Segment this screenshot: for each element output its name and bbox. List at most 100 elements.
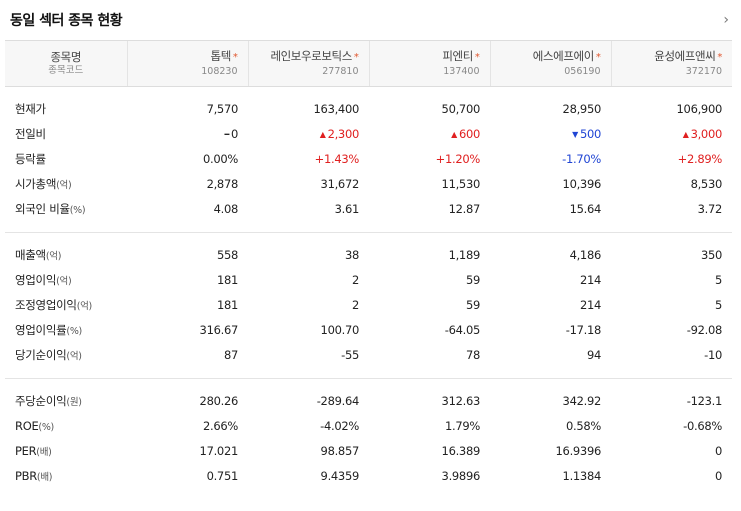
cell-value: 4,186 (569, 248, 602, 262)
table-cell: ━ 0 (127, 122, 248, 147)
table-cell: 3.9896 (369, 464, 490, 489)
cell-value: 16.9396 (555, 444, 602, 458)
section-title: 동일 섹터 종목 현황 (10, 13, 123, 29)
table-row: 매출액(억) 558 38 1,189 4,186 350 (5, 243, 732, 268)
cell-value: 163,400 (313, 102, 360, 116)
star-mark: * (232, 52, 238, 63)
table-row: 당기순이익(억) 87 -55 78 94 -10 (5, 343, 732, 368)
cell-value: 1.1384 (562, 469, 602, 483)
table-cell: 31,672 (248, 172, 369, 197)
table-cell: 38 (248, 243, 369, 268)
cell-value: 31,672 (320, 177, 360, 191)
table-cell: 0 (611, 439, 732, 464)
table-cell: 4.08 (127, 197, 248, 222)
stock-name-link[interactable]: 레인보우로보틱스 (270, 49, 352, 63)
table-cell: -10 (611, 343, 732, 368)
table-cell: 342.92 (490, 389, 611, 414)
cell-value: 2,300 (327, 127, 360, 141)
row-unit: (%) (69, 205, 86, 216)
table-cell: ▲ 600 (369, 122, 490, 147)
cell-value: -92.08 (686, 323, 723, 337)
cell-value: 59 (465, 273, 480, 287)
table-cell: ▼ 500 (490, 122, 611, 147)
cell-value: 181 (216, 298, 238, 312)
table-cell: 2,878 (127, 172, 248, 197)
header-cell-stock[interactable]: 피엔티 * 137400 (368, 40, 490, 87)
row-label: 영업이익 (15, 273, 57, 287)
stock-name-link[interactable]: 톱텍 (210, 49, 232, 63)
stock-name-link[interactable]: 에스에프에이 (532, 49, 594, 63)
cell-value: 3.9896 (441, 469, 481, 483)
row-label: 영업이익률 (15, 323, 67, 337)
cell-value: 10,396 (562, 177, 602, 191)
row-label: 등락률 (15, 152, 46, 166)
cell-value: 87 (223, 348, 238, 362)
cell-value: 214 (579, 273, 601, 287)
table-cell: 7,570 (127, 97, 248, 122)
table-cell: 2.66% (127, 414, 248, 439)
table-cell: 0.58% (490, 414, 611, 439)
table-cell: 16.389 (369, 439, 490, 464)
cell-value: -4.02% (320, 419, 359, 433)
cell-value: 3.61 (334, 202, 360, 216)
section-spacer (5, 368, 732, 378)
table-row: 전일비 ━ 0 ▲ 2,300 ▲ 600 ▼ 500 ▲ 3,000 (5, 122, 732, 147)
table-cell: 94 (490, 343, 611, 368)
row-label-cell: 현재가 (5, 97, 127, 122)
header-label: 종목명 (50, 50, 82, 64)
cell-value: 100.70 (320, 323, 360, 337)
table-cell: -55 (248, 343, 369, 368)
row-unit: (억) (66, 351, 82, 362)
sector-comparison-table: 종목명 종목코드 톱텍 * 108230 레인보우로보틱스 * 277810 피엔티… (5, 40, 732, 499)
stock-name-link[interactable]: 피엔티 (442, 49, 473, 63)
table-cell: 12.87 (369, 197, 490, 222)
cell-value: 0.00% (202, 152, 238, 166)
header-cell-stock[interactable]: 톱텍 * 108230 (126, 40, 248, 87)
row-unit: (억) (45, 251, 62, 262)
table-cell: 214 (490, 268, 611, 293)
table-cell: 10,396 (490, 172, 611, 197)
table-cell: +1.43% (248, 147, 369, 172)
table-row: PBR(배) 0.751 9.4359 3.9896 1.1384 0 (5, 464, 732, 489)
table-cell: 59 (369, 268, 490, 293)
row-unit: (배) (36, 447, 52, 458)
cell-value: +2.89% (677, 152, 723, 166)
header-cell-stock[interactable]: 레인보우로보틱스 * 277810 (247, 40, 369, 87)
stock-code: 372170 (685, 66, 722, 77)
table-cell: 5 (611, 268, 732, 293)
row-label: 매출액 (15, 248, 46, 262)
table-cell: 1.1384 (490, 464, 611, 489)
table-cell: -64.05 (369, 318, 490, 343)
cell-value: 9.4359 (320, 469, 360, 483)
cell-value: 38 (344, 248, 359, 262)
table-header-row: 종목명 종목코드 톱텍 * 108230 레인보우로보틱스 * 277810 피엔티… (5, 40, 732, 87)
cell-value: 8,530 (690, 177, 723, 191)
row-label-cell: 영업이익(억) (5, 268, 127, 293)
header-cell-stock[interactable]: 에스에프에이 * 056190 (489, 40, 611, 87)
cell-value: 16.389 (441, 444, 481, 458)
table-cell: 98.857 (248, 439, 369, 464)
header-cell-stock[interactable]: 윤성에프앤씨 * 372170 (610, 40, 732, 87)
table-cell: ▲ 2,300 (248, 122, 369, 147)
cell-value: 316.67 (199, 323, 239, 337)
table-cell: -0.68% (611, 414, 732, 439)
table-cell: 0 (611, 464, 732, 489)
table-body: 현재가 7,570 163,400 50,700 28,950 106,900 전일비 ━ 0 ▲… (5, 87, 732, 499)
stock-name-link[interactable]: 윤성에프앤씨 (654, 49, 716, 63)
star-mark: * (595, 52, 601, 63)
row-label-cell: 영업이익률(%) (5, 318, 127, 343)
cell-value: 3.72 (697, 202, 723, 216)
cell-value: 15.64 (569, 202, 602, 216)
cell-value: +1.43% (314, 152, 360, 166)
cell-value: 78 (465, 348, 480, 362)
cell-value: 181 (216, 273, 238, 287)
row-unit: (배) (36, 472, 53, 483)
change-direction-icon: ▲ (319, 130, 326, 139)
table-cell: -123.1 (611, 389, 732, 414)
cell-value: -0.68% (683, 419, 722, 433)
cell-value: 17.021 (199, 444, 239, 458)
table-cell: 87 (127, 343, 248, 368)
row-label-cell: ROE(%) (5, 414, 127, 439)
chevron-right-icon[interactable]: › (723, 12, 729, 28)
section-spacer (5, 222, 732, 232)
